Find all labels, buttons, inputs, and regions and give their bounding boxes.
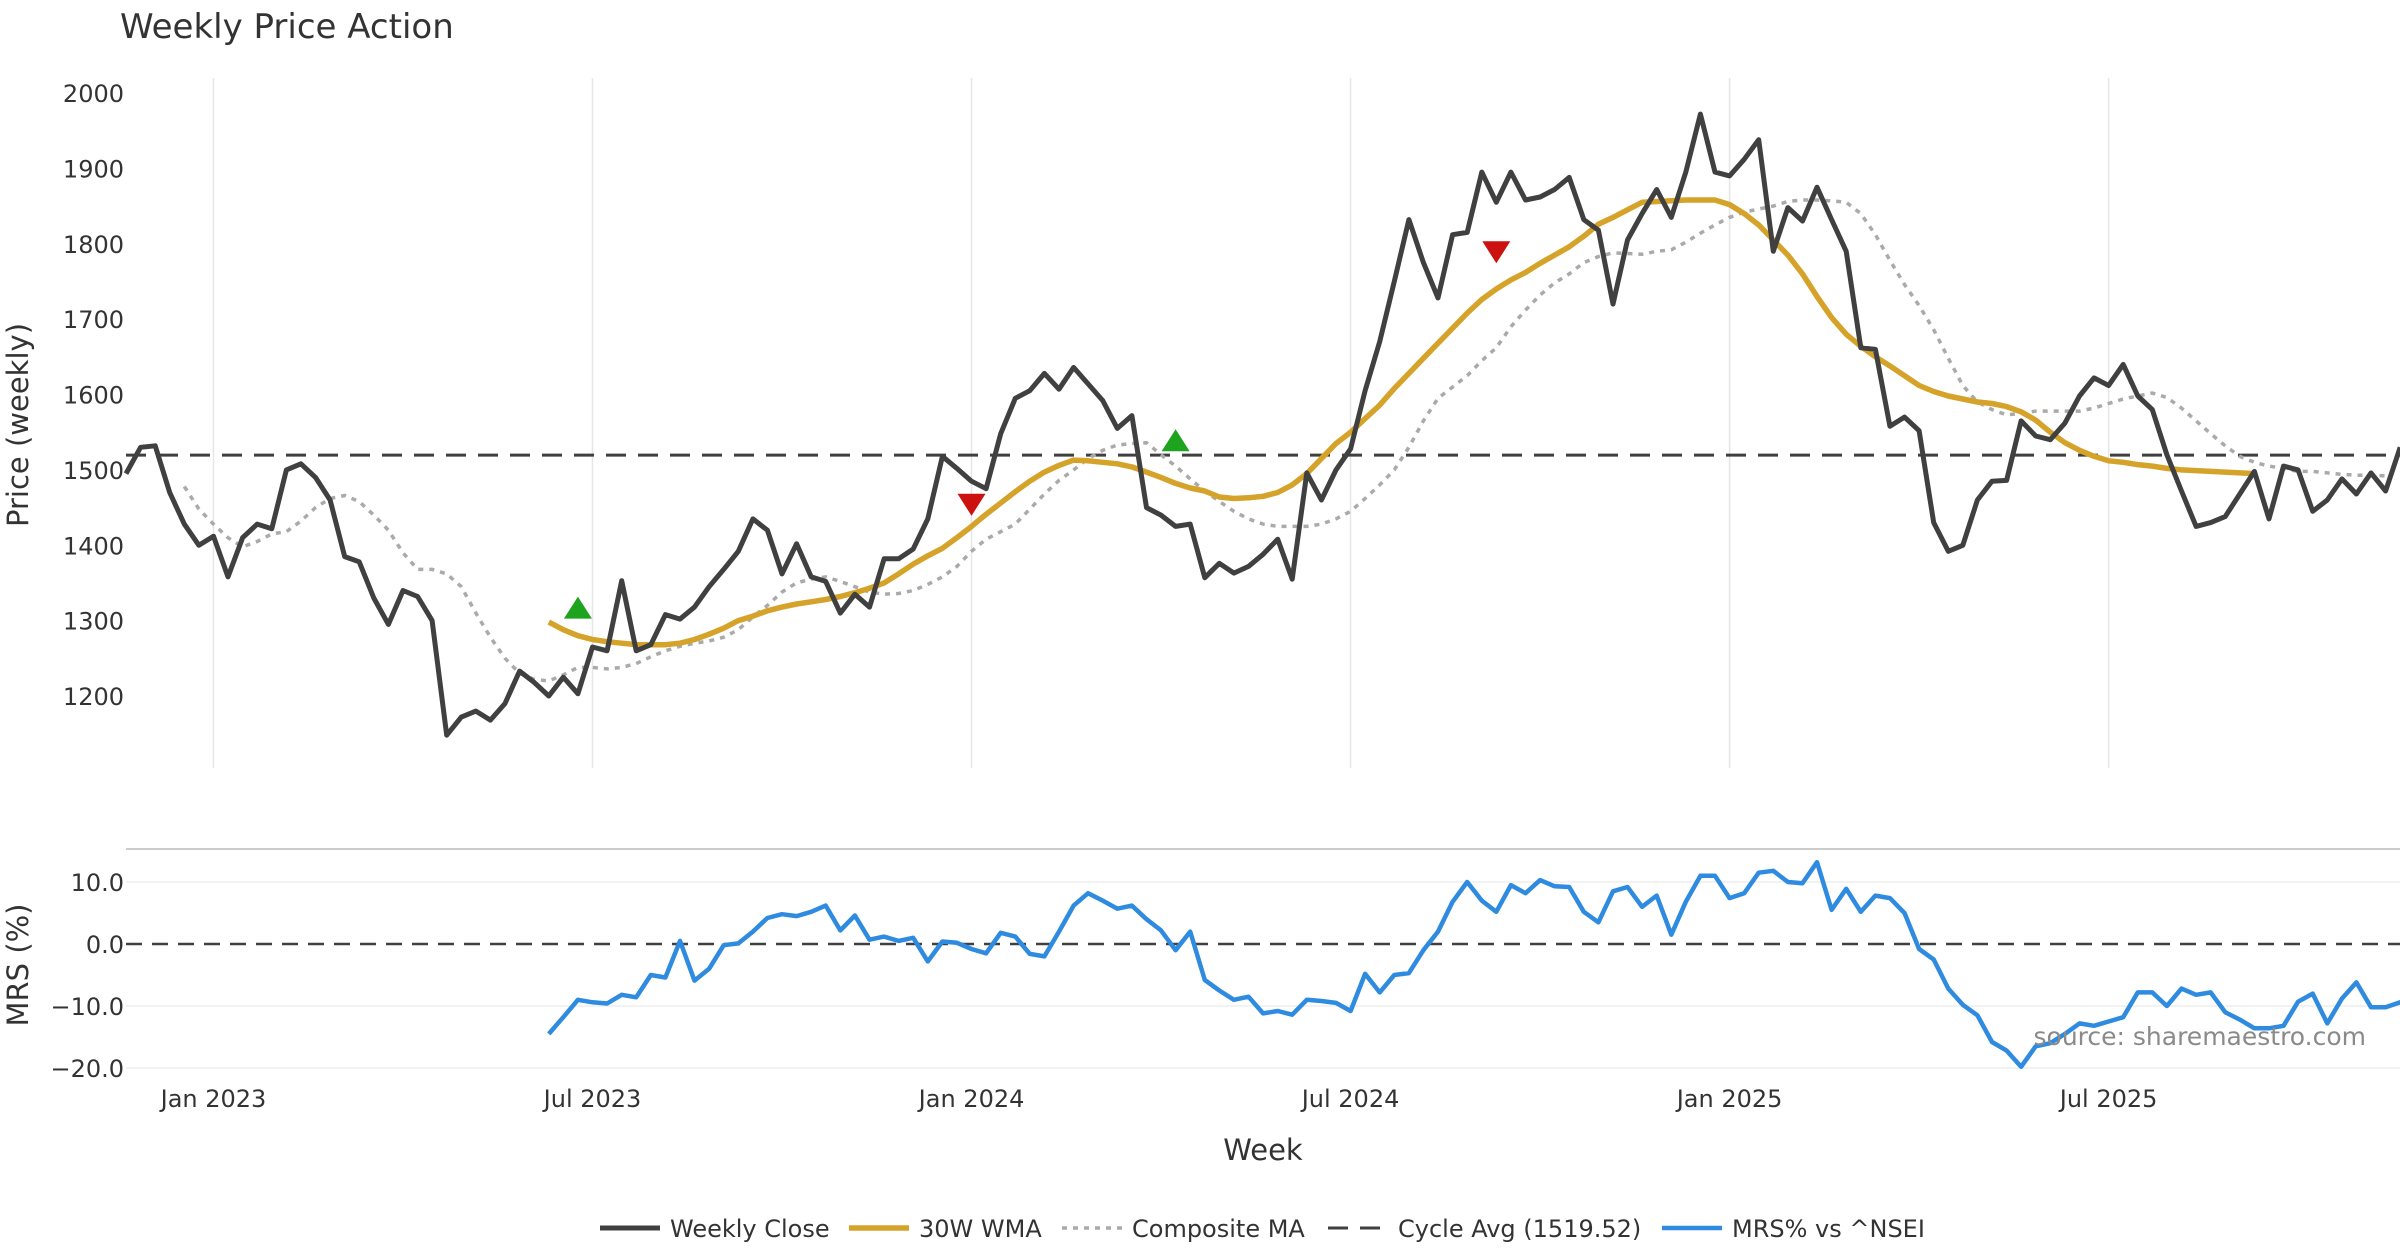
price-y-tick-label: 1200 — [63, 683, 124, 711]
legend-label-mrs: MRS% vs ^NSEI — [1732, 1215, 1925, 1243]
legend-label-composite-ma: Composite MA — [1132, 1215, 1305, 1243]
sell-marker — [957, 493, 986, 516]
mrs-y-tick-label: 10.0 — [71, 869, 124, 897]
x-axis-label: Week — [1223, 1133, 1303, 1167]
x-tick-label: Jul 2023 — [542, 1085, 642, 1113]
legend: Weekly Close 30W WMA Composite MA Cycle … — [600, 1215, 1925, 1243]
buy-marker — [1161, 429, 1190, 452]
price-y-tick-label: 1900 — [63, 155, 124, 183]
price-y-tick-label: 1800 — [63, 231, 124, 259]
price-y-tick-label: 1400 — [63, 532, 124, 560]
signal-markers — [563, 241, 1511, 619]
mrs-y-tick-label: −10.0 — [50, 993, 124, 1021]
legend-label-weekly-close: Weekly Close — [670, 1215, 830, 1243]
price-y-tick-label: 1700 — [63, 306, 124, 334]
price-grid — [212, 78, 2110, 768]
mrs-line — [547, 859, 2400, 1070]
sell-marker — [1482, 241, 1511, 264]
legend-label-wma30: 30W WMA — [919, 1215, 1042, 1243]
price-y-ticks: 1200 1300 1400 1500 1600 1700 1800 1900 2000 — [63, 80, 124, 711]
x-tick-label: Jul 2025 — [2058, 1085, 2158, 1113]
x-tick-label: Jan 2025 — [1675, 1085, 1783, 1113]
mrs-y-label: MRS (%) — [1, 904, 35, 1027]
buy-marker — [563, 596, 592, 619]
x-tick-label: Jan 2024 — [917, 1085, 1025, 1113]
price-y-label: Price (weekly) — [1, 323, 35, 527]
x-tick-label: Jul 2024 — [1300, 1085, 1400, 1113]
composite-ma-line — [182, 198, 2386, 683]
x-tick-label: Jan 2023 — [159, 1085, 267, 1113]
wma30-line — [547, 197, 2255, 648]
price-y-tick-label: 1500 — [63, 457, 124, 485]
price-y-tick-label: 1300 — [63, 608, 124, 636]
source-note: source: sharemaestro.com — [2034, 1022, 2367, 1051]
chart-title: Weekly Price Action — [120, 7, 454, 47]
price-y-tick-label: 1600 — [63, 382, 124, 410]
mrs-y-tick-label: −20.0 — [50, 1055, 124, 1083]
weekly-close-line — [123, 111, 2400, 738]
legend-label-cycle-avg: Cycle Avg (1519.52) — [1398, 1215, 1641, 1243]
mrs-y-ticks: 10.0 0.0 −10.0 −20.0 — [50, 869, 124, 1083]
x-ticks: Jan 2023 Jul 2023 Jan 2024 Jul 2024 Jan 2025… — [159, 1085, 2158, 1113]
price-y-tick-label: 2000 — [63, 80, 124, 108]
mrs-y-tick-label: 0.0 — [86, 931, 124, 959]
